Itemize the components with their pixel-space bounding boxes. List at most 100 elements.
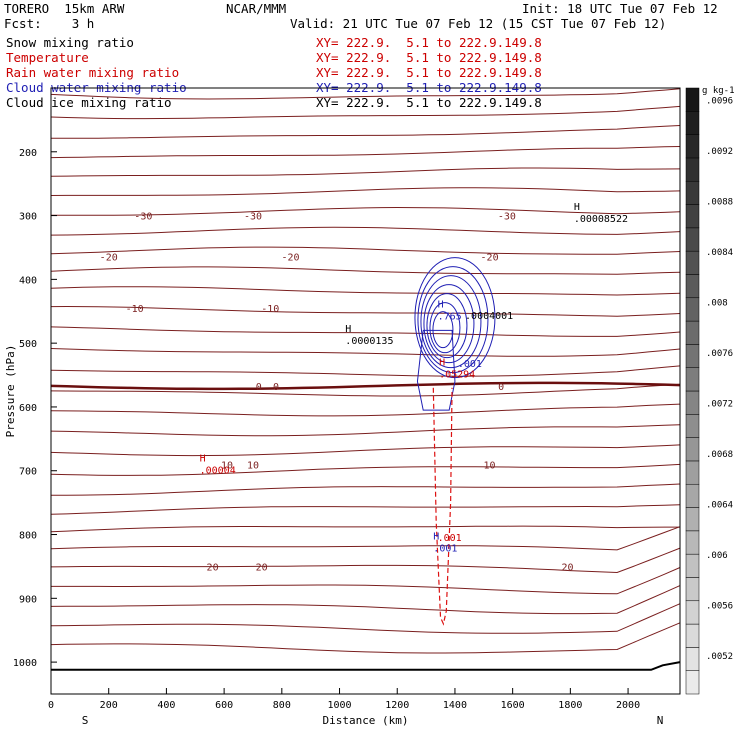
temperature-contour-label: -10 <box>126 304 144 315</box>
temperature-contour-line <box>50 622 681 654</box>
temperature-contour-line <box>50 226 681 236</box>
temperature-contour-label: -20 <box>481 252 499 263</box>
y-axis-label: Pressure (hPa) <box>4 345 17 438</box>
colorbar: .0052 .0056 .006 .0064 .0068 .0072 .0076 .008 .0… <box>685 86 735 695</box>
colorbar-cell <box>685 414 700 438</box>
colorbar-cell <box>685 507 700 532</box>
y-tick-label: 300 <box>19 212 37 223</box>
colorbar-level-label: .0084 <box>706 248 733 258</box>
cloud-water-contour <box>420 275 482 369</box>
south-end-label: S <box>82 714 89 727</box>
mixing-ratio-contour-label: .0004001 <box>465 311 513 322</box>
extremum-high-marker: H <box>200 454 206 465</box>
cloud-water-contour <box>429 302 461 354</box>
colorbar-cell <box>685 553 700 578</box>
temperature-contour-line <box>50 167 681 177</box>
colorbar-cell <box>685 600 700 625</box>
field-temperature-xy: XY= 222.9. 5.1 to 222.9.149.8 <box>316 50 542 65</box>
temperature-contour-label: 10 <box>484 460 496 471</box>
field-rain: Rain water mixing ratio <box>6 65 180 80</box>
colorbar-level-label: .0092 <box>706 147 733 157</box>
colorbar-cell <box>685 367 700 392</box>
temperature-contour-line <box>50 266 681 275</box>
cloud-water-contours <box>414 257 496 411</box>
temperature-contour-line <box>50 246 681 255</box>
temperature-contour-label: -30 <box>244 212 262 223</box>
extremum-value-label: .765 <box>438 311 462 322</box>
cloud-water-contour <box>417 266 489 374</box>
colorbar-level-label: .0064 <box>706 500 733 510</box>
temperature-contour-line <box>50 525 680 533</box>
colorbar-level-label: .0072 <box>706 399 733 409</box>
temperature-contour-line <box>50 105 681 120</box>
temperature-contour-line <box>50 326 681 337</box>
surface-line <box>51 661 681 671</box>
x-tick-label: 1200 <box>385 700 409 711</box>
temperature-contour-label: -20 <box>100 252 118 263</box>
temperature-contour-line <box>50 348 681 357</box>
y-tick-label: 600 <box>19 403 37 414</box>
plot-border <box>50 87 681 695</box>
valid-time: Valid: 21 UTC Tue 07 Feb 12 (15 CST Tue … <box>290 16 667 31</box>
forecast-hour: Fcst: 3 h <box>4 16 95 31</box>
colorbar-cell <box>685 460 700 485</box>
temperature-contour-label: -10 <box>261 304 279 315</box>
temperature-contour-line <box>50 305 681 317</box>
x-tick-label: 1800 <box>558 700 582 711</box>
cloud-water-outer-contour <box>416 329 456 411</box>
colorbar-cell <box>685 250 700 275</box>
rain-water-contour <box>432 387 453 626</box>
colorbar-level-label: .0052 <box>706 652 733 662</box>
extremum-value-label: .05294 <box>439 369 475 380</box>
temperature-contour-line <box>50 526 681 551</box>
extremum-high-marker: H <box>433 532 439 543</box>
colorbar-cell <box>685 157 700 182</box>
extremum-high-marker: H <box>439 357 445 368</box>
x-tick-label: 800 <box>273 700 291 711</box>
field-snow-xy: XY= 222.9. 5.1 to 222.9.149.8 <box>316 35 542 50</box>
y-tick-label: 800 <box>19 531 37 542</box>
colorbar-cell <box>685 297 700 322</box>
colorbar-cell <box>685 204 700 229</box>
x-tick-label: 2000 <box>616 700 640 711</box>
colorbar-level-label: .0096 <box>706 96 733 106</box>
north-end-label: N <box>657 714 664 727</box>
y-tick-label: 900 <box>19 594 37 605</box>
colorbar-cell <box>685 344 700 368</box>
temperature-contour-line <box>50 463 681 476</box>
colorbar-cell <box>685 227 700 252</box>
temperature-contour-line <box>51 567 681 595</box>
field-snow: Snow mixing ratio <box>6 35 134 50</box>
temperature-contour-line <box>50 444 681 457</box>
colorbar-cell <box>685 111 700 135</box>
colorbar-cell <box>685 530 700 555</box>
extremum-value-label: .001 <box>433 544 457 555</box>
temperature-contour-line <box>50 403 681 417</box>
model-title: TORERO 15km ARW <box>4 1 125 16</box>
colorbar-unit-label: g kg-1 <box>702 86 735 96</box>
freezing-level-contour <box>50 381 681 391</box>
colorbar-cell <box>685 180 700 205</box>
temperature-contour-line <box>50 603 681 634</box>
temperature-contour-line <box>50 125 681 139</box>
temperature-contour-line <box>51 483 681 496</box>
init-time: Init: 18 UTC Tue 07 Feb 12 <box>522 1 718 16</box>
temperature-contour-line <box>50 504 681 515</box>
x-tick-label: 1000 <box>327 700 351 711</box>
extremum-value-label: .00004 <box>200 466 236 477</box>
colorbar-cell <box>685 437 700 462</box>
temperature-contour-line <box>50 424 681 437</box>
x-tick-label: 200 <box>100 700 118 711</box>
y-tick-label: 200 <box>19 148 37 159</box>
temperature-contour-line <box>50 547 681 574</box>
colorbar-cell <box>685 87 700 112</box>
colorbar-level-label: .008 <box>706 298 728 308</box>
cloud-water-contour <box>432 311 454 349</box>
extremum-high-marker: H <box>574 202 580 213</box>
colorbar-level-label: .0056 <box>706 601 733 611</box>
temperature-contour-label: -20 <box>281 252 299 263</box>
temperature-contour-label: 10 <box>247 460 259 471</box>
temperature-contour-line <box>50 286 681 296</box>
temperature-contour-line <box>50 187 681 196</box>
